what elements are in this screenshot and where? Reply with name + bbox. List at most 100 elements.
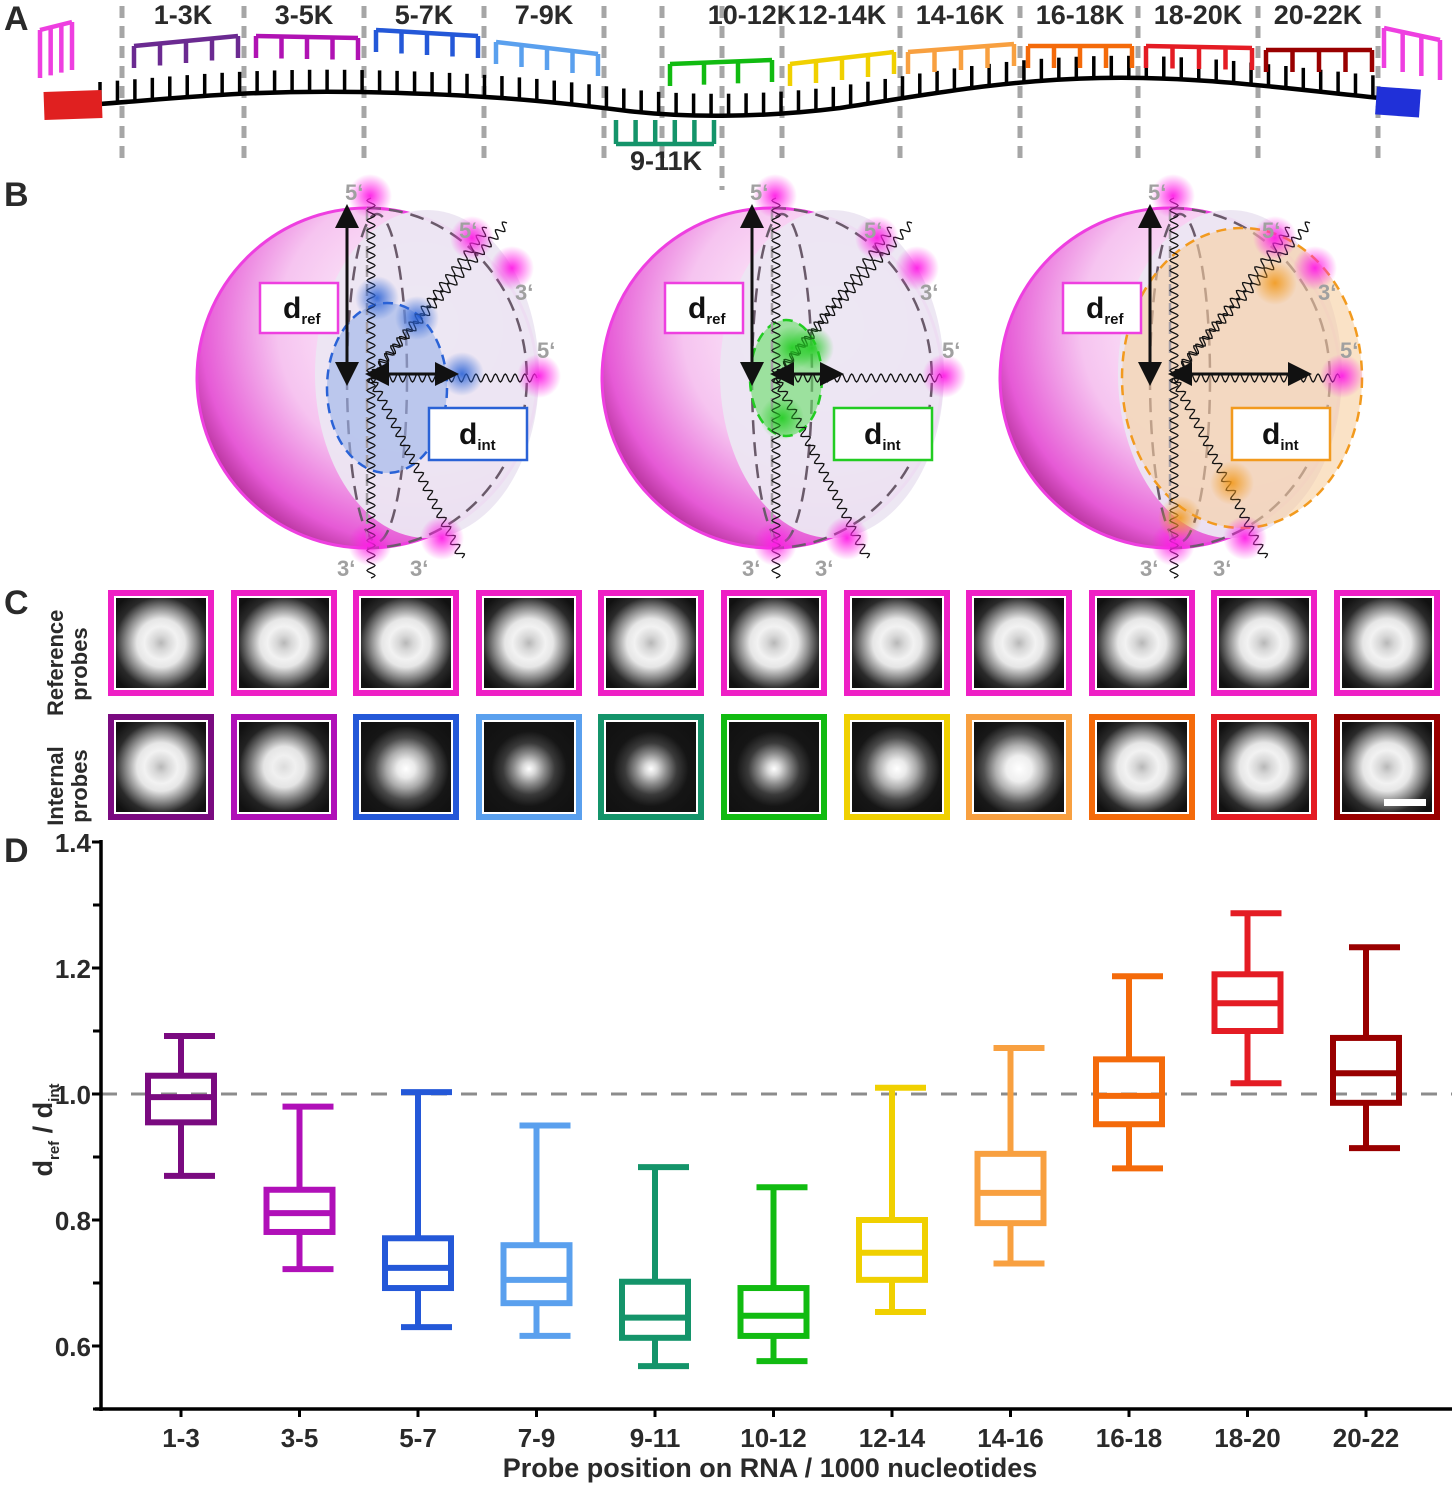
y-title-sub-int: int (46, 1083, 63, 1101)
probe-bar (39, 19, 73, 33)
y-title-d2: d (28, 1102, 58, 1119)
y-title-d1: d (28, 1160, 58, 1177)
reference-probe-tile (1334, 590, 1440, 696)
probe-intensity-image (238, 598, 329, 688)
probe-intensity-image (116, 598, 206, 688)
segment-label: 7-9K (515, 0, 574, 30)
internal-probe-tile (598, 714, 705, 820)
d-int-label: dint (459, 418, 496, 454)
iqr-box (500, 1242, 573, 1307)
reference-probe-tile (1088, 590, 1195, 696)
scale-bar (1384, 799, 1426, 806)
reference-probe-glow (1253, 216, 1297, 260)
probe-3-5K (253, 33, 361, 60)
segment-label: 20-22K (1274, 0, 1363, 30)
x-tick-label: 18-20 (1214, 1423, 1281, 1453)
strand-end-label: 5‘ (1340, 338, 1358, 363)
internal-probe-tile (721, 714, 827, 820)
reference-probe-glow (922, 354, 966, 398)
internal-probe-tile (108, 714, 214, 820)
box-12-14 (856, 1084, 928, 1315)
box-5-7 (382, 1089, 454, 1331)
probe-14-16K (905, 41, 1017, 74)
reference-probe-glow (1223, 516, 1267, 560)
strand-end-label: 3‘ (337, 556, 355, 581)
probe-intensity-image (1096, 598, 1187, 688)
y-title-sub-ref: ref (46, 1140, 63, 1160)
reference-probe-glow (1320, 354, 1364, 398)
strand-end-label: 5‘ (750, 180, 768, 205)
d-int-sub: int (882, 437, 900, 454)
internal-probe-glow (395, 296, 439, 340)
d-ref-main: d (688, 292, 706, 325)
d-int-label: dint (1262, 418, 1299, 454)
segment-label: 10-12K (708, 0, 797, 30)
reference-probe-tile (108, 590, 214, 696)
x-tick-label: 12-14 (859, 1423, 926, 1453)
internal-probe-tile (843, 714, 950, 820)
segment-label: 16-18K (1036, 0, 1125, 30)
strand-end-label: 5‘ (864, 218, 882, 243)
reference-probe-tile (1211, 590, 1318, 696)
reference-probe-tile (230, 590, 337, 696)
strand-end-label: 3‘ (1140, 556, 1158, 581)
internal-probe-tile (475, 714, 582, 820)
panel-a-letter: A (4, 0, 29, 38)
internal-probe-glow (1210, 461, 1254, 505)
probe-intensity-image (238, 722, 329, 812)
internal-probe-glow (760, 396, 804, 440)
probe-intensity-image (606, 722, 697, 812)
internal-probe-tile (230, 714, 337, 820)
x-tick-label: 3-5 (281, 1423, 319, 1453)
probe-intensity-image (1219, 722, 1310, 812)
x-tick-label: 5-7 (399, 1423, 437, 1453)
probe-intensity-image (851, 598, 942, 688)
segment-label: 1-3K (154, 0, 213, 30)
reference-probe-glow (517, 354, 561, 398)
segment-label: 3-5K (275, 0, 334, 30)
internal-probe-glow (355, 276, 399, 320)
rna-strand (771, 197, 781, 579)
box-3-5 (263, 1103, 336, 1273)
reference-probe-5prime (37, 19, 75, 78)
reference-probe-tile (353, 590, 460, 696)
rna-strand (366, 197, 376, 579)
strand-end-label: 5‘ (1262, 218, 1280, 243)
box-16-18 (1093, 973, 1165, 1172)
reference-probe-glow (1293, 246, 1337, 290)
reference-probe-glow (825, 516, 869, 560)
strand-end-label: 5‘ (1148, 180, 1166, 205)
reference-probe-glow (1151, 174, 1195, 218)
segment-label: 18-20K (1154, 0, 1243, 30)
reference-probe-tile (843, 590, 950, 696)
iqr-box (619, 1278, 691, 1341)
reference-probe-tile (475, 590, 582, 696)
d-ref-main: d (283, 292, 301, 325)
panel-d-letter: D (4, 832, 29, 870)
y-tick-label: 0.8 (55, 1206, 91, 1236)
iqr-box (737, 1285, 810, 1339)
y-tick-label: 1.2 (55, 954, 91, 984)
internal-probe-glow (790, 326, 834, 370)
reference-probe-tile (598, 590, 705, 696)
box-14-16 (974, 1045, 1047, 1267)
d-ref-box (1061, 281, 1143, 335)
reference-probe-glow (348, 522, 392, 566)
probe-bar (1383, 25, 1441, 43)
reference-probe-glow (855, 216, 899, 260)
y-axis-title: dref / dint (28, 1083, 63, 1176)
x-tick-label: 20-22 (1333, 1423, 1400, 1453)
three-prime-end-marker (1375, 86, 1421, 118)
d-ref-box (258, 281, 340, 335)
probe-18-20K (1143, 43, 1255, 70)
probe-intensity-image (729, 598, 819, 688)
probe-intensity-image (606, 598, 697, 688)
reference-probe-3prime (1381, 25, 1443, 80)
d-ref-sub: ref (706, 311, 726, 328)
x-tick-label: 1-3 (162, 1423, 200, 1453)
d-int-main: d (1262, 418, 1280, 451)
panel-c-letter: C (4, 584, 29, 622)
y-title-sep: / (28, 1118, 58, 1141)
